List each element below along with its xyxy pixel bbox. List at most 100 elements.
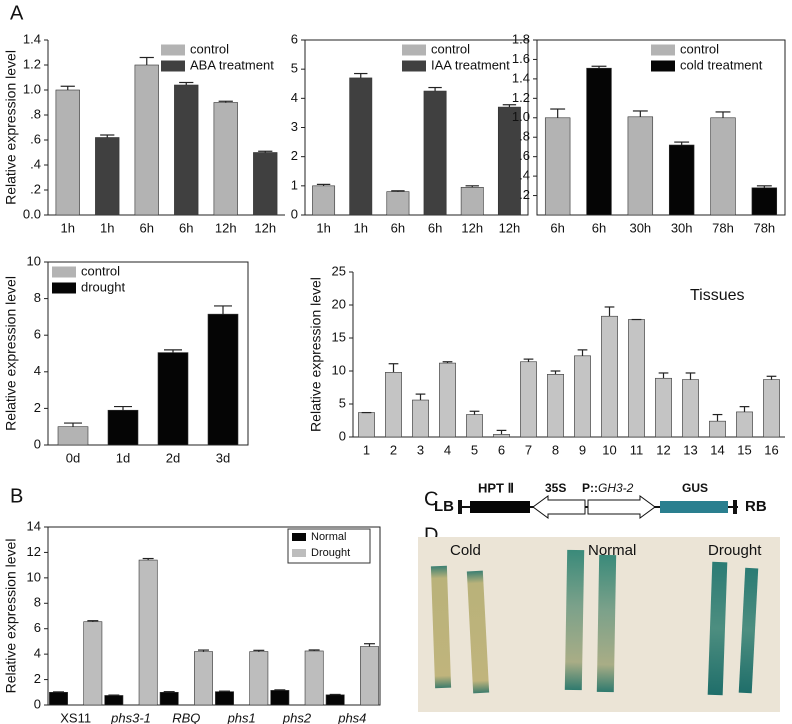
- y-tick-label: 6: [34, 327, 41, 342]
- bar: [385, 372, 402, 438]
- error-bar: [218, 100, 233, 103]
- bar: [386, 191, 410, 216]
- bar: [586, 67, 612, 216]
- y-axis-label: Relative expression level: [308, 277, 324, 432]
- error-bar: [198, 649, 209, 652]
- y-tick-label: 8: [34, 595, 41, 610]
- error-bar: [64, 422, 82, 427]
- y-tick-label: .6: [30, 131, 41, 146]
- bar: [249, 651, 269, 706]
- legend-swatch: [292, 549, 306, 557]
- y-tick-label: 1.6: [512, 51, 530, 66]
- x-tick-label: 6h: [592, 220, 606, 235]
- y-tick-label: 0: [34, 696, 41, 711]
- bar: [57, 426, 89, 446]
- legend-swatch: [161, 60, 185, 72]
- error-bar: [179, 81, 194, 85]
- gene-arrow: [587, 495, 656, 519]
- y-tick-label: 10: [332, 362, 346, 377]
- error-bar: [274, 689, 286, 691]
- leaf-strip: [596, 554, 617, 693]
- bar: [544, 117, 571, 216]
- y-tick-label: .8: [519, 129, 530, 144]
- y-axis-label: Relative expression level: [3, 276, 19, 431]
- error-bar: [164, 349, 182, 353]
- y-tick-label: 2: [34, 400, 41, 415]
- error-bar: [258, 150, 273, 153]
- rb-label: RB: [745, 498, 767, 515]
- error-bar: [502, 104, 517, 108]
- x-tick-label: 5: [471, 442, 478, 457]
- x-tick-label: phs3-1: [110, 710, 151, 724]
- error-bar: [391, 190, 405, 192]
- x-tick-label: 1h: [316, 220, 330, 235]
- bar: [107, 409, 139, 446]
- hpt-label: HPT Ⅱ: [478, 480, 514, 495]
- x-tick-label: 12h: [215, 220, 237, 235]
- x-tick-label: 15: [737, 442, 751, 457]
- legend-swatch: [402, 44, 426, 56]
- legend-label: control: [81, 263, 120, 278]
- bar: [95, 137, 120, 216]
- x-tick-label: 1h: [100, 220, 114, 235]
- error-bar: [739, 406, 750, 412]
- bar: [547, 373, 564, 438]
- error-bar: [308, 649, 320, 651]
- y-tick-label: 8: [34, 290, 41, 305]
- bar-chart: 0 2 4 6 8 10 Relative expression level 0d 1d 2d 3d…: [3, 253, 249, 465]
- x-tick-label: phs4: [337, 710, 366, 724]
- error-bar: [715, 111, 731, 118]
- y-tick-label: 0: [291, 206, 298, 221]
- x-tick-label: 78h: [753, 220, 775, 235]
- x-tick-label: 2d: [166, 450, 180, 465]
- bar: [83, 621, 103, 706]
- gene-prefix: P::: [582, 481, 598, 495]
- legend-swatch: [52, 266, 76, 278]
- error-bar: [364, 643, 375, 647]
- y-tick-label: 0.0: [23, 206, 41, 221]
- y-tick-label: 1.4: [512, 70, 530, 85]
- y-tick-label: 0: [339, 428, 346, 443]
- error-bar: [100, 134, 115, 138]
- bar: [159, 691, 179, 706]
- bar: [304, 650, 324, 706]
- y-tick-label: .2: [30, 181, 41, 196]
- panel-label: A: [10, 2, 24, 24]
- x-tick-label: RBQ: [172, 710, 200, 724]
- error-bar: [114, 405, 132, 411]
- bar: [213, 102, 238, 216]
- error-bar: [316, 183, 331, 186]
- y-tick-label: 1.0: [23, 81, 41, 96]
- error-bar: [658, 372, 669, 379]
- y-axis-label: Relative expression level: [3, 50, 19, 205]
- x-tick-label: 8: [552, 442, 559, 457]
- y-tick-label: 5: [291, 61, 298, 76]
- legend-label: control: [190, 41, 229, 56]
- gene-name: GH3-2: [598, 481, 634, 495]
- plot-frame: [47, 526, 381, 706]
- x-tick-label: 12h: [499, 220, 521, 235]
- bar: [466, 414, 483, 438]
- bar: [138, 559, 158, 706]
- x-tick-label: 2: [390, 442, 397, 457]
- legend-swatch: [52, 282, 76, 294]
- bar: [709, 420, 726, 438]
- bar: [55, 89, 80, 216]
- bar-chart: 0 2 4 6 8 10 12 14 Relative expression level XS11…: [3, 518, 381, 724]
- y-tick-label: .4: [30, 156, 41, 171]
- y-tick-label: 1.2: [23, 56, 41, 71]
- bar: [460, 186, 484, 216]
- border-mark: [733, 500, 737, 514]
- y-tick-label: 14: [27, 518, 41, 533]
- y-tick-label: 1: [291, 177, 298, 192]
- legend-swatch: [161, 44, 185, 56]
- x-tick-label: 6h: [179, 220, 193, 235]
- bar: [349, 77, 373, 216]
- bar: [253, 152, 278, 216]
- bar: [668, 144, 695, 216]
- error-bar: [388, 363, 399, 373]
- x-tick-label: 9: [579, 442, 586, 457]
- bar: [358, 412, 375, 438]
